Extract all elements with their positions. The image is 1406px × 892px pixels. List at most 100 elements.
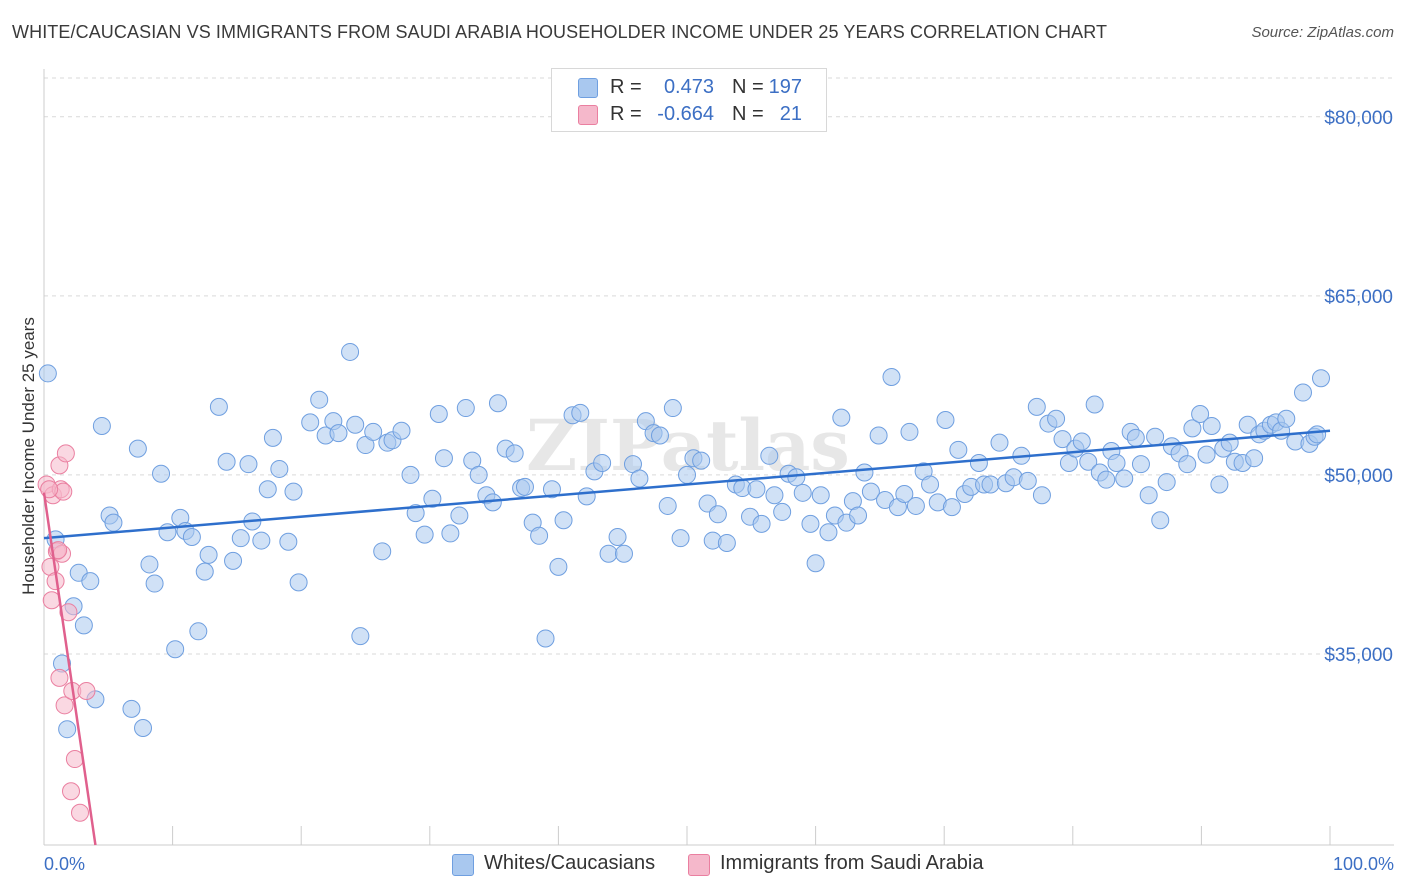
y-tick-label: $50,000 (1324, 466, 1393, 487)
data-point (373, 542, 392, 561)
data-point (55, 696, 74, 715)
data-point (599, 544, 618, 563)
data-point (942, 498, 961, 517)
data-point (1197, 445, 1216, 464)
correlation-stats-box: R = 0.473 N = 197 R = -0.664 N = 21 (551, 68, 827, 132)
data-point (145, 574, 164, 593)
data-point (1146, 427, 1165, 446)
data-point (990, 433, 1009, 452)
data-point (341, 342, 360, 361)
data-point (1178, 455, 1197, 474)
data-point (542, 480, 561, 499)
data-point (692, 451, 711, 470)
data-point (189, 622, 208, 641)
data-point (38, 364, 57, 383)
trend-line-whites (43, 429, 1331, 540)
data-point (949, 440, 968, 459)
data-point (811, 486, 830, 505)
data-point (1018, 471, 1037, 490)
data-point (152, 464, 171, 483)
data-point (1085, 395, 1104, 414)
y-tick-label: $35,000 (1324, 645, 1393, 666)
data-point (895, 485, 914, 504)
stats-r-value: -0.664 (657, 103, 714, 125)
data-point (351, 627, 370, 646)
data-point (1293, 383, 1312, 402)
data-point (224, 551, 243, 570)
data-point (1151, 511, 1170, 530)
data-point (81, 572, 100, 591)
data-point (488, 394, 507, 413)
axes (43, 69, 1394, 846)
data-point (263, 428, 282, 447)
data-point (329, 424, 348, 443)
x-tick-label-end: 100.0% (1333, 854, 1394, 874)
data-point (1311, 369, 1330, 388)
data-point (56, 444, 75, 463)
data-point (104, 513, 123, 532)
data-point (969, 453, 988, 472)
data-point (593, 453, 612, 472)
stats-r-label: R = (610, 76, 642, 98)
data-point (199, 545, 218, 564)
legend-swatch-whites (452, 854, 474, 876)
data-point (469, 465, 488, 484)
data-point (279, 532, 298, 551)
data-point (50, 668, 69, 687)
data-point (752, 514, 771, 533)
data-point (270, 459, 289, 478)
data-point (1107, 453, 1126, 472)
chart-title: WHITE/CAUCASIAN VS IMMIGRANTS FROM SAUDI… (12, 22, 1108, 42)
data-point (747, 480, 766, 499)
legend-label: Immigrants from Saudi Arabia (720, 852, 984, 874)
series-whites (38, 342, 1330, 739)
stats-n-value: 197 (768, 76, 802, 98)
stats-row-whites: R = 0.473 N = 197 (552, 74, 826, 100)
trend-line-saudi (42, 492, 97, 846)
data-point (166, 640, 185, 659)
data-point (209, 397, 228, 416)
data-point (855, 463, 874, 482)
data-point (1072, 432, 1091, 451)
data-point (1202, 416, 1221, 435)
data-point (59, 603, 78, 622)
data-point (921, 475, 940, 494)
data-point (195, 562, 214, 581)
data-point (71, 803, 90, 822)
data-point (760, 446, 779, 465)
data-point (819, 523, 838, 542)
data-point (1308, 425, 1327, 444)
data-point (456, 399, 475, 418)
data-point (861, 482, 880, 501)
data-point (765, 486, 784, 505)
data-point (429, 405, 448, 424)
data-point (434, 449, 453, 468)
data-point (671, 529, 690, 548)
data-point (1157, 473, 1176, 492)
data-point (900, 422, 919, 441)
data-point (423, 489, 442, 508)
data-point (663, 399, 682, 418)
data-point (310, 390, 329, 409)
stats-n-label: N = (732, 103, 764, 125)
stats-r-label: R = (610, 103, 642, 125)
data-point (301, 413, 320, 432)
x-tick-marks (172, 826, 1331, 845)
data-point (614, 544, 633, 563)
data-point (1220, 433, 1239, 452)
data-point (1183, 419, 1202, 438)
data-point (217, 452, 236, 471)
data-point (401, 465, 420, 484)
data-point (708, 505, 727, 524)
chart-source: Source: ZipAtlas.com (1251, 24, 1394, 41)
data-point (231, 529, 250, 548)
data-point (1047, 409, 1066, 428)
data-point (717, 533, 736, 552)
stats-swatch-saudi (578, 105, 598, 125)
data-point (536, 629, 555, 648)
y-tick-label: $80,000 (1324, 108, 1393, 129)
data-point (284, 482, 303, 501)
data-point (882, 368, 901, 387)
legend-swatch-saudi (688, 854, 710, 876)
